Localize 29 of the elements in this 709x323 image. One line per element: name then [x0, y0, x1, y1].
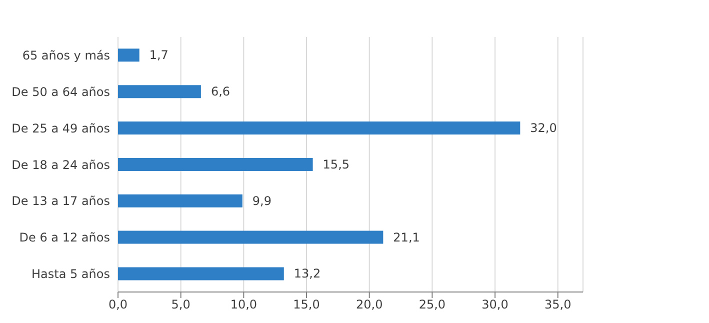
data-label: 1,7: [149, 48, 168, 62]
y-tick-label: De 18 a 24 años: [12, 158, 110, 172]
bar: [118, 122, 520, 135]
x-tick-label: 15,0: [293, 298, 320, 312]
bar: [118, 158, 313, 171]
x-tick-label: 0,0: [108, 298, 128, 312]
x-tick-label: 25,0: [418, 298, 446, 312]
x-tick-label: 30,0: [482, 298, 508, 312]
data-label: 9,9: [252, 194, 272, 208]
x-tick-label: 5,0: [171, 298, 190, 312]
x-tick-label: 35,0: [544, 298, 572, 312]
y-tick-label: Hasta 5 años: [31, 267, 110, 282]
bar: [118, 85, 201, 98]
bar: [118, 230, 384, 244]
y-tick-label: De 25 a 49 años: [12, 121, 110, 136]
data-label: 21,1: [393, 230, 420, 244]
y-tick-label: De 6 a 12 años: [19, 230, 110, 245]
bar: [118, 48, 140, 62]
data-label: 13,2: [294, 266, 321, 281]
y-tick-label: De 13 a 17 años: [12, 194, 110, 208]
data-label: 15,5: [322, 157, 350, 172]
data-label: 32,0: [530, 121, 557, 136]
bar: [118, 194, 242, 208]
y-tick-label: De 50 a 64 años: [12, 84, 110, 99]
y-tick-label: 65 años y más: [22, 48, 110, 62]
x-tick-label: 10,0: [230, 298, 258, 312]
data-label: 6,6: [210, 84, 230, 99]
x-tick-label: 20,0: [356, 298, 383, 312]
bar: [118, 267, 284, 280]
